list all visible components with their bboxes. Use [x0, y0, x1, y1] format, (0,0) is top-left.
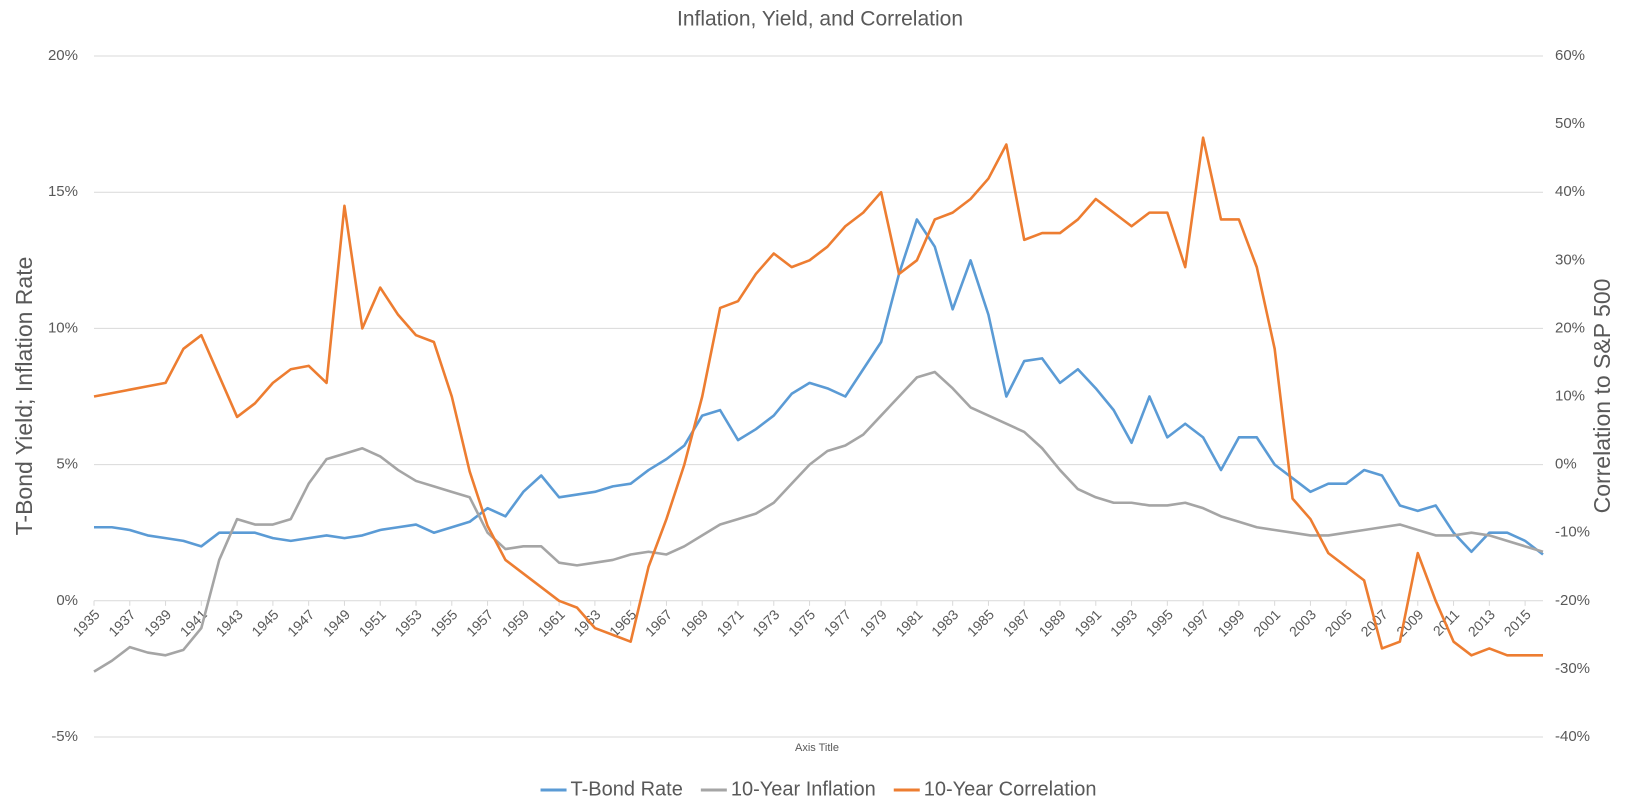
- y2-tick-label: -30%: [1555, 660, 1590, 677]
- x-tick-label: 1993: [1107, 606, 1140, 639]
- series-line: [93, 370, 1544, 673]
- x-tick-label: 2003: [1286, 606, 1319, 639]
- y2-tick-label: 60%: [1555, 47, 1585, 64]
- legend-label: 10-Year Inflation: [731, 778, 876, 800]
- y-tick-label: 5%: [56, 456, 78, 473]
- x-tick-label: 1995: [1143, 606, 1176, 639]
- x-tick-label: 1985: [964, 606, 997, 639]
- chart-title: Inflation, Yield, and Correlation: [677, 8, 963, 31]
- x-tick-label: 1945: [248, 606, 281, 639]
- x-tick-label: 1967: [642, 606, 675, 639]
- y2-tick-label: 0%: [1555, 456, 1577, 473]
- x-tick-label: 1937: [105, 606, 138, 639]
- x-tick-label: 1975: [785, 606, 818, 639]
- x-tick-label: 1979: [857, 606, 890, 639]
- x-tick-label: 1991: [1071, 606, 1104, 639]
- x-tick-label: 1951: [356, 606, 389, 639]
- x-tick-label: 1987: [1000, 606, 1033, 639]
- x-tick-label: 2001: [1250, 606, 1283, 639]
- x-tick-label: 1959: [499, 606, 532, 639]
- y2-tick-label: 30%: [1555, 251, 1585, 268]
- x-tick-label: 1977: [821, 606, 854, 639]
- y2-tick-label: 10%: [1555, 387, 1585, 404]
- x-tick-label: 1947: [284, 606, 317, 639]
- y-tick-label: -5%: [51, 728, 78, 745]
- y2-tick-label: -20%: [1555, 592, 1590, 609]
- x-tick-label: 1935: [69, 606, 102, 639]
- y-tick-label: 15%: [48, 183, 78, 200]
- x-tick-label: 1949: [320, 606, 353, 639]
- x-tick-label: 1963: [570, 606, 603, 639]
- legend-label: T-Bond Rate: [571, 778, 683, 800]
- y2-tick-label: -40%: [1555, 728, 1590, 745]
- x-axis-title: Axis Title: [795, 742, 839, 754]
- x-tick-label: 1997: [1179, 606, 1212, 639]
- y-tick-label: 20%: [48, 47, 78, 64]
- x-tick-label: 2013: [1465, 606, 1498, 639]
- y2-tick-label: 20%: [1555, 319, 1585, 336]
- x-tick-label: 2005: [1322, 606, 1355, 639]
- x-tick-label: 1953: [391, 606, 424, 639]
- series-line: [94, 218, 1544, 556]
- y2-tick-label: -10%: [1555, 524, 1590, 541]
- y2-tick-label: 40%: [1555, 183, 1585, 200]
- x-tick-label: 1969: [678, 606, 711, 639]
- x-tick-label: 1957: [463, 606, 496, 639]
- x-tick-label: 1989: [1035, 606, 1068, 639]
- x-tick-label: 1999: [1214, 606, 1247, 639]
- y2-tick-label: 50%: [1555, 115, 1585, 132]
- series-line: [93, 136, 1543, 657]
- x-tick-label: 1961: [535, 606, 568, 639]
- x-tick-label: 1981: [892, 606, 925, 639]
- x-tick-label: 2009: [1393, 606, 1426, 639]
- x-tick-label: 1971: [713, 606, 746, 639]
- x-tick-label: 1943: [213, 606, 246, 639]
- y-tick-label: 0%: [56, 592, 78, 609]
- legend-label: 10-Year Correlation: [924, 778, 1097, 800]
- y2-axis-title: Correlation to S&P 500: [1589, 279, 1615, 514]
- x-tick-label: 2015: [1501, 606, 1534, 639]
- y-tick-label: 10%: [48, 319, 78, 336]
- x-tick-label: 1955: [427, 606, 460, 639]
- x-tick-label: 1939: [141, 606, 174, 639]
- x-tick-label: 1983: [928, 606, 961, 639]
- y-axis-title: T-Bond Yield; Inflation Rate: [11, 257, 37, 536]
- x-tick-label: 1973: [749, 606, 782, 639]
